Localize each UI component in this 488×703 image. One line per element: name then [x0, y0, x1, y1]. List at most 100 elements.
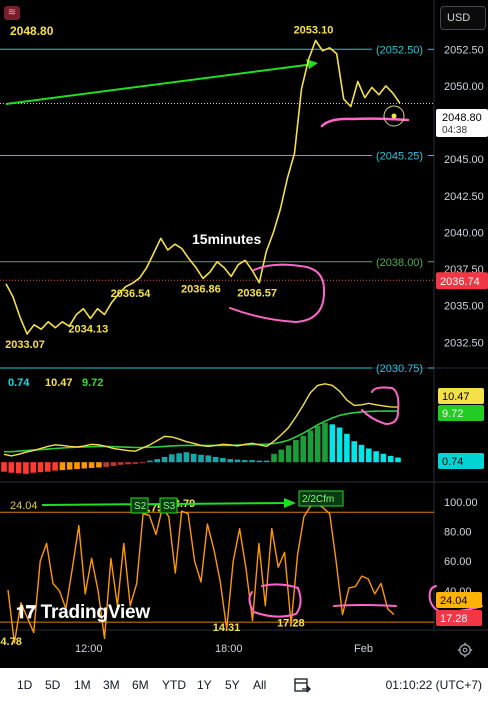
momentum-hist-bar [103, 462, 109, 467]
highlight-circle [383, 105, 405, 127]
momentum-hist-bar [358, 444, 365, 463]
momentum-hist-bar [190, 453, 197, 463]
momentum-hist-bar [366, 448, 372, 463]
current-price-tag: 2048.80 [442, 112, 482, 124]
price-series-line [5, 39, 401, 335]
momentum-value-3: 9.72 [82, 377, 103, 389]
momentum-hist-bar [88, 462, 95, 468]
momentum-hist-bar [263, 460, 270, 463]
price-axis-tick: 2040.00 [444, 227, 484, 239]
momentum-hist-bar [271, 453, 277, 463]
momentum-hist-bar [37, 462, 44, 473]
momentum-tag-bg [438, 405, 484, 421]
momentum-hist-bar [314, 425, 321, 463]
level-label: (2045.25) [376, 151, 423, 163]
red-price-tag-bg [436, 272, 488, 290]
tradingview-logo-icon: 𝟏𝟕 [16, 602, 36, 622]
momentum-hist-bar [351, 441, 357, 463]
timeframe-all[interactable]: All [253, 678, 267, 692]
momentum-hist-bar [139, 462, 146, 464]
pink-circle-annotation [229, 263, 326, 324]
momentum-tag-bg [438, 388, 484, 404]
timeframe-6m[interactable]: 6M [132, 678, 149, 692]
price-axis-tick: 2042.50 [444, 191, 484, 203]
momentum-hist-bar [198, 454, 204, 463]
marker-label: 2/2Cfm [302, 494, 334, 505]
timeframe-3m[interactable]: 3M [103, 678, 120, 692]
momentum-hist-bar [132, 462, 139, 464]
time-axis-tick: Feb [354, 643, 373, 655]
level-label: (2052.50) [376, 44, 423, 56]
momentum-hist-bar [125, 462, 131, 465]
momentum-hist-bar [329, 424, 336, 463]
momentum-hist-bar [23, 462, 29, 474]
level-label: (2030.75) [376, 363, 423, 375]
oscillator-tag-bg [436, 610, 482, 626]
momentum-hist-bar [30, 462, 36, 473]
marker-box [159, 497, 178, 514]
oscillator-arrow-head [284, 498, 296, 508]
momentum-hist-bar [81, 462, 88, 469]
oscillator-header-value: 24.04 [10, 500, 38, 512]
timeframe-1d[interactable]: 1D [17, 678, 33, 692]
oscillator-axis-tick: 100.00 [444, 497, 478, 509]
momentum-hist-bar [344, 433, 350, 463]
oscillator-point-label: 4.78 [0, 636, 21, 648]
oscillator-point-label: 14.31 [213, 622, 241, 634]
momentum-hist-bar [52, 462, 58, 471]
momentum-hist-bar [15, 462, 22, 474]
price-point-label: 2033.07 [5, 339, 45, 351]
timeframe-5d[interactable]: 5D [45, 678, 61, 692]
price-point-label: 2036.57 [237, 288, 277, 300]
price-axis-tick: 2050.00 [444, 81, 484, 93]
momentum-hist-bar [205, 455, 212, 463]
arrow-head [306, 59, 318, 69]
momentum-tag-bg [438, 453, 484, 469]
oscillator-tag: 17.28 [440, 613, 468, 625]
gear-icon[interactable] [457, 642, 473, 658]
tradingview-watermark: 𝟏𝟕 TradingView [16, 602, 150, 624]
clock-timezone[interactable]: 01:10:22 (UTC+7) [385, 678, 482, 692]
momentum-hist-bar [373, 451, 379, 463]
momentum-tag: 9.72 [442, 408, 463, 420]
momentum-hist-bar [74, 462, 80, 469]
momentum-main-line [3, 383, 399, 457]
timeframe-1y[interactable]: 1Y [197, 678, 212, 692]
timeframe-5y[interactable]: 5Y [225, 678, 240, 692]
oscillator-line [7, 503, 395, 644]
price-point-label: 2036.86 [181, 283, 221, 295]
momentum-hist-bar [249, 460, 255, 463]
momentum-value-1: 0.74 [8, 377, 30, 389]
momentum-tag: 10.47 [442, 391, 470, 403]
chart-canvas[interactable]: 2032.502035.002037.502040.002042.502045.… [0, 0, 488, 668]
momentum-hist-bar [242, 460, 248, 463]
price-axis-tick: 2035.00 [444, 301, 484, 313]
momentum-hist-bar [169, 454, 175, 463]
momentum-hist-bar [293, 440, 299, 463]
timeframe-1m[interactable]: 1M [74, 678, 91, 692]
momentum-hist-bar [176, 453, 182, 463]
momentum-hist-bar [117, 462, 124, 465]
momentum-hist-bar [322, 422, 328, 463]
momentum-hist-bar [59, 462, 66, 471]
momentum-hist-bar [336, 427, 343, 463]
timeframe-ytd[interactable]: YTD [162, 678, 186, 692]
currency-selector[interactable]: USD [440, 6, 486, 30]
momentum-hist-bar [395, 457, 401, 463]
momentum-hist-bar [66, 462, 73, 470]
price-axis-tick: 2032.50 [444, 337, 484, 349]
momentum-hist-bar [154, 459, 160, 463]
momentum-hist-bar [380, 453, 387, 463]
pink-oscillator-underline [333, 604, 397, 607]
compare-range-icon[interactable] [292, 675, 312, 695]
momentum-hist-bar [227, 459, 233, 463]
momentum-hist-bar [234, 459, 241, 463]
pink-underline-annotation [320, 117, 410, 128]
oscillator-point-label: 17.28 [277, 618, 305, 630]
symbol-logo-icon[interactable]: ≋ [4, 6, 20, 20]
momentum-hist-bar [300, 435, 306, 463]
price-point-label: 2034.13 [68, 323, 108, 335]
momentum-hist-bar [183, 452, 190, 463]
momentum-hist-bar [285, 445, 292, 463]
momentum-hist-bar [307, 430, 314, 463]
